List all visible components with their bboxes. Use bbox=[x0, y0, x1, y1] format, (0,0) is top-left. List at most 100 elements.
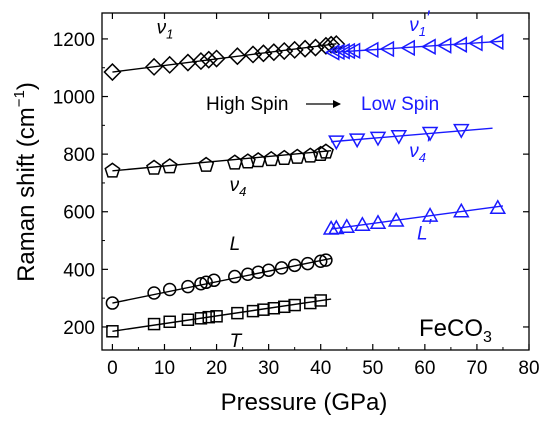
data-point-T_hs bbox=[194, 312, 208, 325]
data-point-L_hs bbox=[251, 265, 265, 279]
series-label-v4_ls: ν4′ bbox=[409, 134, 431, 165]
y-tick-label: 1000 bbox=[53, 88, 95, 109]
series-label-T_hs: T bbox=[230, 331, 243, 352]
data-point-v1_hs bbox=[191, 52, 210, 71]
y-axis-title-close: ) bbox=[13, 82, 40, 90]
x-tick-label: 40 bbox=[310, 358, 331, 379]
data-point-L_hs bbox=[300, 256, 315, 271]
data-point-v1_ls bbox=[467, 34, 483, 52]
data-point-L_ls bbox=[453, 202, 470, 218]
data-point-L_hs bbox=[228, 269, 242, 284]
y-tick-label: 600 bbox=[63, 203, 95, 224]
data-point-v4_hs bbox=[250, 152, 267, 168]
data-point-L_ls bbox=[354, 216, 371, 232]
data-point-v4_hs bbox=[198, 156, 215, 172]
data-point-v1_hs bbox=[103, 62, 122, 82]
compound-label: FeCO3 bbox=[419, 315, 492, 346]
y-axis-title-exponent: −1 bbox=[11, 90, 28, 107]
y-axis-title-main: Raman shift (cm bbox=[13, 107, 40, 282]
data-point-v1_hs bbox=[160, 55, 179, 74]
data-point-T_hs bbox=[106, 325, 119, 338]
axis-ticks: 0 10 20 30 40 50 60 70 80 200 400 600 800 1000 1200 bbox=[53, 13, 540, 379]
data-point-L_ls bbox=[369, 214, 387, 230]
data-point-v1_hs bbox=[296, 39, 315, 58]
compound-label-subscript: 3 bbox=[483, 329, 492, 346]
series-label-v1_ls: ν1′ bbox=[409, 8, 431, 39]
series-label-L_ls: L′ bbox=[417, 217, 433, 245]
data-point-v1_hs bbox=[243, 45, 263, 64]
x-tick-label: 30 bbox=[258, 358, 279, 379]
data-point-v1_ls bbox=[400, 39, 415, 57]
data-point-v4_ls bbox=[390, 129, 408, 145]
data-point-v1_ls bbox=[452, 36, 468, 53]
data-point-v1_ls bbox=[488, 33, 504, 51]
data-point-v4_hs bbox=[312, 145, 329, 161]
data-point-T_hs bbox=[231, 306, 244, 320]
fit-line-v4_ls bbox=[331, 127, 493, 143]
data-point-v4_ls bbox=[369, 131, 387, 147]
data-point-T_hs bbox=[181, 313, 195, 327]
y-axis-title: Raman shift (cm−1) bbox=[11, 82, 40, 282]
data-point-L_hs bbox=[105, 296, 120, 310]
data-point-v4_ls bbox=[421, 126, 439, 142]
data-point-T_hs bbox=[163, 315, 176, 329]
fit-line-L_hs bbox=[112, 257, 332, 304]
annotations: ν1 ν1′ ν4 ν4′ L L′ T bbox=[157, 8, 433, 352]
x-tick-label: 20 bbox=[206, 358, 227, 379]
data-point-v4_hs bbox=[302, 147, 319, 163]
data-point-v1_ls bbox=[363, 41, 379, 59]
data-point-L_hs bbox=[261, 263, 276, 277]
data-point-T_hs bbox=[210, 310, 223, 323]
fit-lines bbox=[112, 40, 504, 332]
data-point-v1_hs bbox=[316, 36, 335, 55]
data-point-v1_ls bbox=[379, 40, 395, 58]
y-tick-label: 400 bbox=[63, 260, 95, 281]
data-point-v4_hs bbox=[104, 162, 121, 178]
data-point-v1_hs bbox=[327, 35, 346, 54]
data-point-L_hs bbox=[181, 279, 195, 294]
x-tick-label: 10 bbox=[154, 358, 175, 379]
data-point-L_hs bbox=[287, 258, 302, 273]
data-point-L_hs bbox=[274, 261, 289, 275]
transition-label-low: Low Spin bbox=[361, 94, 439, 115]
data-point-T_hs bbox=[314, 294, 327, 307]
data-point-v1_hs bbox=[199, 50, 218, 69]
data-point-L_hs bbox=[194, 277, 208, 291]
fit-line-v4_hs bbox=[112, 149, 332, 172]
fit-line-L_ls bbox=[331, 205, 504, 230]
data-point-v1_hs bbox=[275, 41, 294, 61]
data-point-L_hs bbox=[207, 273, 221, 288]
y-tick-label: 200 bbox=[63, 318, 95, 339]
data-point-v1_hs bbox=[306, 38, 325, 57]
data-point-L_hs bbox=[162, 282, 177, 297]
data-markers bbox=[103, 33, 507, 338]
data-point-v1_hs bbox=[145, 57, 164, 76]
data-point-v4_hs bbox=[161, 158, 178, 174]
data-point-v1_ls bbox=[345, 42, 361, 60]
data-point-T_hs bbox=[147, 317, 161, 331]
data-point-v4_hs bbox=[226, 154, 243, 170]
data-point-T_hs bbox=[202, 310, 215, 324]
x-tick-label: 60 bbox=[414, 358, 435, 379]
data-point-v4_hs bbox=[276, 149, 293, 165]
series-label-v4_hs: ν4 bbox=[230, 175, 247, 199]
data-point-L_hs bbox=[241, 267, 255, 281]
data-point-L_hs bbox=[319, 253, 333, 267]
data-point-v4_hs bbox=[263, 150, 280, 167]
data-point-v1_hs bbox=[285, 40, 304, 59]
series-label-v1_hs: ν1 bbox=[157, 18, 174, 42]
data-point-v1_hs bbox=[228, 47, 247, 66]
data-point-v4_hs bbox=[317, 143, 334, 159]
plot-frame bbox=[101, 12, 530, 351]
data-point-v1_hs bbox=[207, 49, 226, 68]
data-point-v1_hs bbox=[264, 43, 283, 62]
x-tick-label: 70 bbox=[466, 358, 487, 379]
data-point-L_hs bbox=[147, 286, 161, 300]
data-point-v1_hs bbox=[322, 35, 341, 54]
data-point-v4_ls bbox=[348, 133, 366, 149]
y-tick-label: 800 bbox=[63, 145, 95, 166]
transition-arrow bbox=[306, 100, 341, 108]
data-point-v1_hs bbox=[254, 44, 273, 63]
